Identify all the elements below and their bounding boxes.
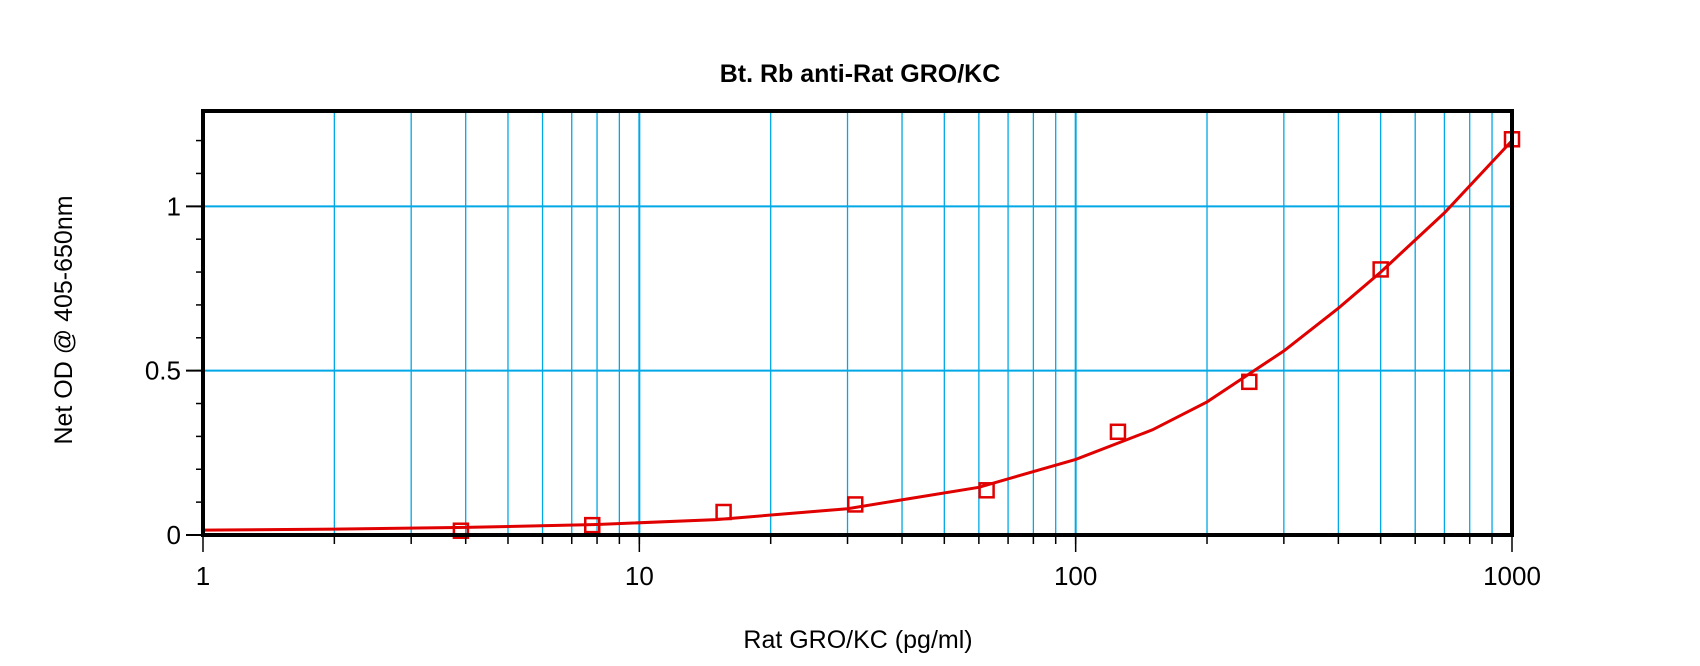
data-point bbox=[1241, 373, 1258, 391]
y-tick-label: 0.5 bbox=[145, 356, 181, 386]
y-tick-label: 1 bbox=[167, 191, 181, 221]
axes bbox=[186, 109, 1514, 552]
data-point bbox=[847, 496, 864, 513]
x-tick-label: 100 bbox=[1054, 561, 1097, 591]
x-axis-label: Rat GRO/KC (pg/ml) bbox=[743, 626, 972, 654]
plot-frame bbox=[201, 109, 1514, 537]
data-point bbox=[584, 516, 601, 534]
y-axis-label: Net OD @ 405-650nm bbox=[50, 195, 78, 444]
data-point bbox=[715, 503, 732, 521]
fit-curve bbox=[202, 139, 1514, 532]
data-point bbox=[978, 482, 995, 499]
tick-labels: 1 10 100 1000 0 0.5 1 bbox=[145, 191, 1541, 591]
chart-title: Bt. Rb anti-Rat GRO/KC bbox=[720, 60, 1001, 88]
data-point bbox=[1109, 423, 1127, 441]
x-tick-label: 10 bbox=[625, 561, 654, 591]
grid bbox=[203, 111, 1512, 535]
y-tick-label: 0 bbox=[167, 520, 181, 550]
data-point bbox=[452, 522, 470, 539]
data-points bbox=[452, 131, 1521, 539]
x-tick-label: 1 bbox=[196, 561, 210, 591]
x-tick-label: 1000 bbox=[1483, 561, 1541, 591]
fit-curve-group bbox=[202, 139, 1514, 532]
data-point bbox=[1372, 261, 1389, 278]
